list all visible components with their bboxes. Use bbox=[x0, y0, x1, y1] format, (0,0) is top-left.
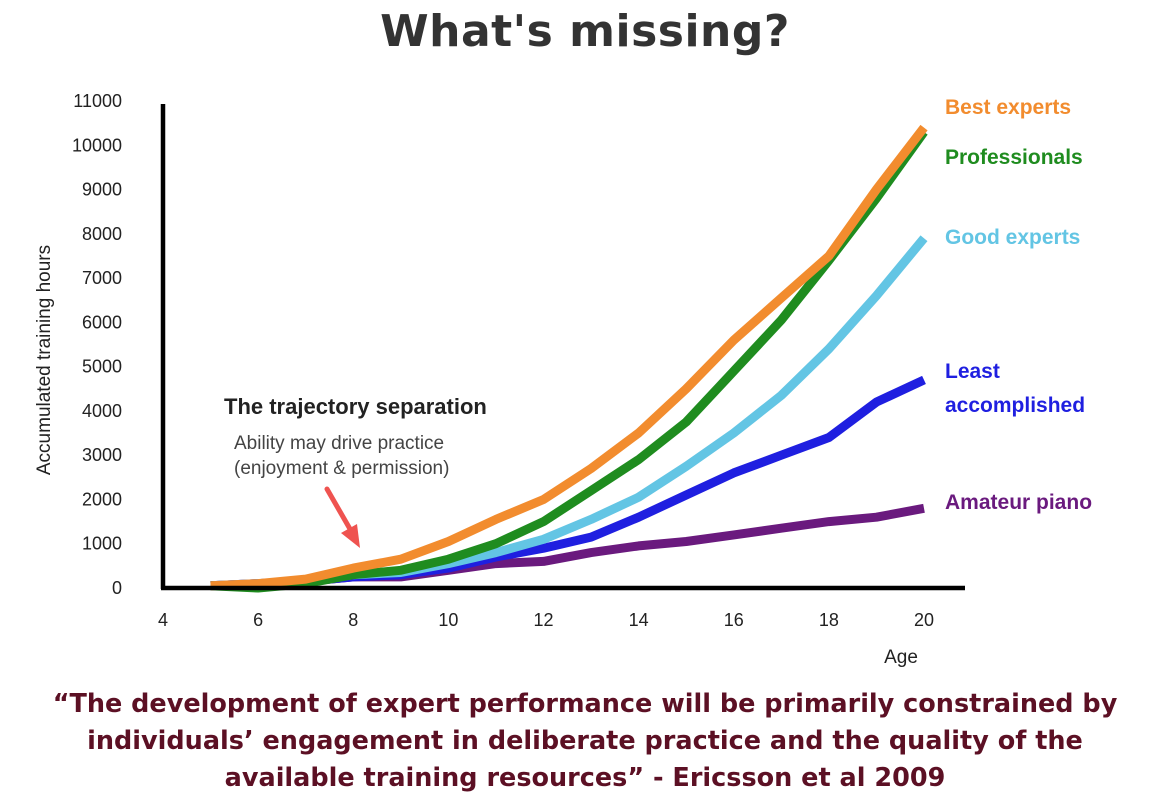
x-tick-label: 14 bbox=[629, 610, 649, 630]
y-tick-label: 3000 bbox=[82, 445, 122, 465]
annotation: The trajectory separation Ability may dr… bbox=[224, 394, 487, 548]
y-tick-label: 1000 bbox=[82, 534, 122, 554]
y-tick-label: 7000 bbox=[82, 268, 122, 288]
y-tick-label: 9000 bbox=[82, 180, 122, 200]
quote-text: “The development of expert performance w… bbox=[52, 689, 1118, 793]
series-label: Professionals bbox=[945, 146, 1083, 169]
series-label: Good experts bbox=[945, 226, 1080, 249]
annotation-line: Ability may drive practice bbox=[234, 433, 444, 454]
x-tick-label: 6 bbox=[253, 610, 263, 630]
y-axis-title: Accumulated training hours bbox=[34, 245, 55, 475]
page-title: What's missing? bbox=[380, 6, 790, 57]
tick-labels: 0 1000 2000 3000 4000 5000 6000 7000 8000 9000 100… bbox=[72, 91, 934, 630]
series-label: Amateur piano bbox=[945, 491, 1092, 514]
y-tick-label: 8000 bbox=[82, 224, 122, 244]
series-line bbox=[210, 124, 928, 591]
series-labels: Best experts Professionals Good experts Lea… bbox=[945, 96, 1092, 514]
line-chart: 0 1000 2000 3000 4000 5000 6000 7000 8000 9000 100… bbox=[34, 91, 1092, 668]
y-tick-label: 5000 bbox=[82, 357, 122, 377]
annotation-arrow bbox=[324, 486, 353, 532]
y-tick-label: 4000 bbox=[82, 401, 122, 421]
x-tick-label: 12 bbox=[533, 610, 553, 630]
series-label: Best experts bbox=[945, 96, 1071, 119]
series-lines bbox=[210, 124, 928, 593]
annotation-arrow-head bbox=[341, 524, 360, 548]
x-axis-title: Age bbox=[884, 647, 918, 668]
annotation-line: (enjoyment & permission) bbox=[234, 458, 449, 479]
series-label: Least bbox=[945, 360, 1000, 383]
y-tick-label: 2000 bbox=[82, 489, 122, 509]
y-tick-label: 0 bbox=[112, 578, 122, 598]
x-tick-label: 10 bbox=[438, 610, 458, 630]
axes bbox=[160, 104, 965, 591]
x-tick-label: 8 bbox=[348, 610, 358, 630]
x-tick-label: 20 bbox=[914, 610, 934, 630]
series-line bbox=[210, 129, 928, 593]
y-tick-label: 6000 bbox=[82, 312, 122, 332]
x-tick-label: 18 bbox=[819, 610, 839, 630]
series-label: accomplished bbox=[945, 394, 1085, 417]
y-tick-label: 10000 bbox=[72, 135, 122, 155]
annotation-title: The trajectory separation bbox=[224, 394, 487, 419]
x-tick-label: 16 bbox=[724, 610, 744, 630]
x-tick-label: 4 bbox=[158, 610, 168, 630]
y-tick-label: 11000 bbox=[73, 91, 122, 111]
